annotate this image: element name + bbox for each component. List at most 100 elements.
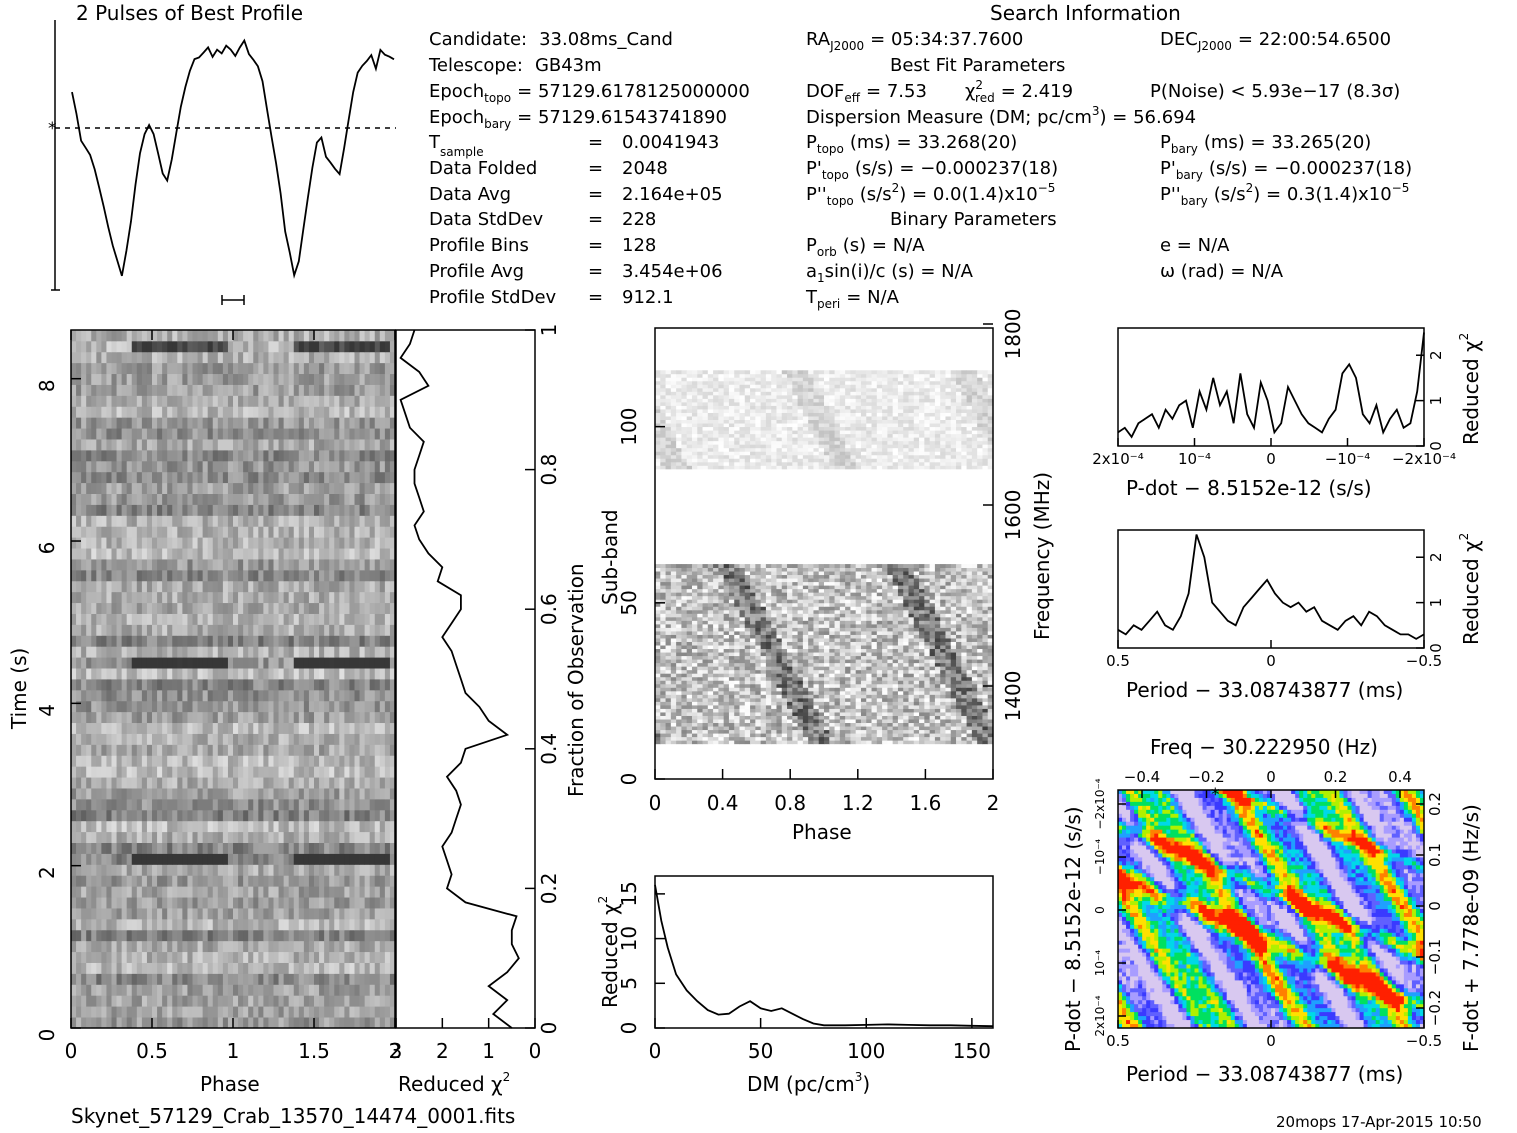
time-phase-cell [334, 995, 340, 1007]
time-phase-cell [364, 439, 371, 451]
time-phase-cell [329, 711, 335, 724]
time-phase-cell [91, 417, 97, 429]
time-phase-cell [369, 460, 376, 473]
time-phase-cell [96, 395, 102, 407]
time-phase-cell [111, 755, 117, 767]
time-phase-cell [238, 330, 244, 342]
time-phase-cell [131, 875, 138, 887]
time-phase-cell [86, 657, 92, 669]
time-phase-cell [324, 722, 330, 734]
subband-cell [707, 712, 714, 716]
time-phase-cell [146, 962, 153, 974]
subband-cell [855, 736, 862, 741]
time-phase-cell [319, 973, 325, 985]
time-phase-cell [81, 406, 87, 418]
time-phase-cell [344, 373, 350, 385]
time-phase-cell [152, 864, 158, 876]
time-phase-cell [278, 918, 285, 931]
time-phase-cell [263, 482, 269, 494]
time-phase-cell [71, 395, 77, 407]
time-phase-cell [273, 679, 279, 691]
time-phase-cell [121, 635, 128, 647]
time-phase-cell [146, 330, 153, 342]
subband-cell [670, 733, 677, 738]
time-phase-cell [334, 929, 340, 942]
time-phase-cell [182, 482, 188, 494]
time-phase-cell [101, 700, 107, 713]
time-phase-cell [359, 569, 366, 582]
time-phase-cell [258, 918, 264, 931]
time-phase-cell [389, 918, 396, 931]
time-phase-cell [384, 831, 391, 843]
time-phase-cell [243, 1006, 249, 1018]
subband-cell [871, 722, 878, 727]
time-phase-cell [141, 700, 148, 713]
time-phase-cell [162, 460, 168, 473]
time-phase-cell [359, 613, 366, 625]
subband-cell [750, 740, 756, 745]
subband-cell [876, 708, 883, 713]
time-phase-cell [71, 340, 77, 353]
time-phase-cell [288, 809, 295, 822]
time-phase-cell [227, 962, 234, 974]
time-phase-cell [263, 493, 269, 505]
time-phase-cell [303, 722, 310, 734]
subband-cell [781, 736, 788, 741]
subband-cell [845, 733, 851, 738]
time-phase-cell [222, 962, 229, 974]
time-phase-cell [268, 580, 274, 593]
time-phase-cell [233, 755, 239, 767]
time-phase-cell [308, 340, 315, 353]
subband-cell [771, 712, 777, 716]
time-phase-cell [106, 330, 112, 342]
time-phase-cell [329, 504, 335, 516]
time-phase-cell [101, 373, 107, 385]
time-phase-cell [283, 951, 290, 963]
time-phase-cell [106, 788, 112, 800]
time-phase-cell [86, 853, 92, 865]
time-phase-cell [248, 744, 254, 756]
time-phase-cell [187, 831, 193, 843]
time-phase-cell [273, 395, 279, 407]
time-phase-cell [263, 471, 269, 484]
time-phase-cell [106, 657, 112, 669]
time-phase-cell [248, 635, 254, 647]
dm-line-value: ) = 56.694 [1100, 107, 1197, 128]
time-phase-cell [152, 886, 158, 898]
time-phase-cell [268, 395, 274, 407]
subband-cell [755, 701, 762, 706]
subband-cell [834, 708, 841, 713]
time-phase-cell [167, 733, 173, 745]
time-phase-cell [248, 875, 254, 887]
time-phase-cell [374, 330, 381, 342]
time-phase-cell [339, 591, 345, 604]
time-phase-cell [146, 722, 153, 734]
time-phase-cell [314, 973, 320, 985]
subband-cell [802, 729, 809, 734]
time-phase-cell [389, 395, 396, 407]
time-phase-cell [283, 908, 290, 920]
subband-cell [771, 736, 777, 741]
time-phase-cell [288, 395, 295, 407]
time-phase-cell [222, 635, 229, 647]
time-phase-cell [227, 788, 234, 800]
time-phase-cell [207, 624, 214, 636]
time-phase-cell [136, 766, 143, 778]
time-phase-cell [344, 853, 350, 865]
time-phase-cell [162, 940, 168, 953]
time-phase-cell [243, 864, 249, 876]
subband-cell [723, 708, 730, 713]
tperi-value: = N/A [846, 287, 899, 308]
time-phase-cell [187, 384, 193, 396]
subband-cell [760, 729, 767, 734]
time-chi2-line [399, 329, 520, 1029]
time-phase-cell [182, 526, 188, 538]
time-phase-cell [273, 886, 279, 898]
time-phase-cell [197, 766, 204, 778]
subband-cell [718, 712, 725, 716]
time-phase-cell [354, 755, 360, 767]
time-phase-cell [334, 831, 340, 843]
time-phase-cell [131, 984, 138, 996]
time-phase-cell [258, 744, 264, 756]
time-phase-cell [167, 482, 173, 494]
